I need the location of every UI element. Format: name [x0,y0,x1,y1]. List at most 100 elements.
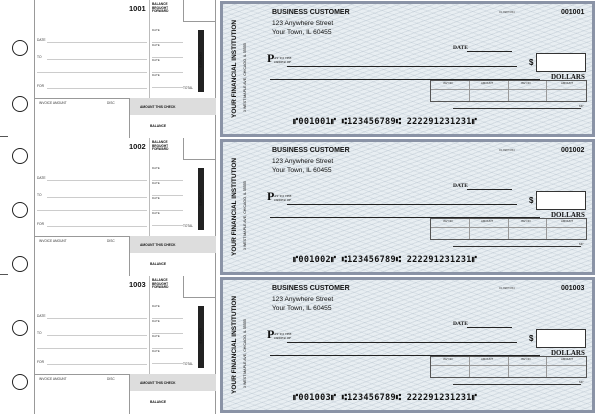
amount-this-check-box[interactable] [129,236,216,253]
customer-city: Your Town, IL 60455 [272,305,332,312]
customer-street: 123 Anywhere Street [272,158,334,165]
amount-header: AMOUNT [561,219,574,223]
perforation-mark [0,136,8,137]
amount-this-check-box[interactable] [129,374,216,391]
balance-brought-forward-label: BALANCE BROUGHT FORWARD [152,2,169,14]
stub-to-line[interactable] [47,197,147,198]
check-set-3: 1003 BALANCE BROUGHT FORWARD DATE TO FOR… [0,276,600,414]
balance-brought-forward-box[interactable] [183,138,216,160]
check-body: YOUR FINANCIAL INSTITUTION 3 WEST MAPLE … [220,277,595,413]
amount-words-line[interactable] [270,79,540,80]
stub-invoice-row: INVOICE AMOUNT DISC [35,374,215,391]
amount-header: AMOUNT [481,357,494,361]
pay-label: P [267,327,275,341]
stub-right-row[interactable]: DATE [152,28,183,43]
stub-for-line[interactable] [47,226,147,227]
inv-no-header: INV NO [521,81,531,85]
stub-check-number: 1003 [129,280,146,289]
invoice-table: INV NO AMOUNT INV NO AMOUNT [430,80,587,102]
date-line[interactable] [467,189,512,190]
customer-city: Your Town, IL 60455 [272,167,332,174]
stub-date-label: DATE [152,304,160,308]
stub-invoice-row: INVOICE AMOUNT DISC [35,98,215,115]
amount-words-line[interactable] [270,217,540,218]
stub-divider [149,0,150,98]
table-divider [546,357,547,377]
stub-divider [149,138,150,236]
stub-date-line[interactable] [47,318,147,319]
deposits-label: DEPOSITS [198,190,203,206]
balance-brought-forward-box[interactable] [183,276,216,298]
signature-line[interactable] [453,384,581,385]
amount-box[interactable] [536,53,586,72]
check-body: YOUR FINANCIAL INSTITUTION 3 WEST MAPLE … [220,1,595,137]
amount-words-line[interactable] [270,355,540,356]
binder-hole [12,148,28,164]
stub-for-line[interactable] [47,88,147,89]
stub-for-line[interactable] [47,364,147,365]
stub-date-label: DATE [37,38,46,42]
stub-divider [149,276,150,374]
bank-address: 3 WEST MAPLE AVE, CHICAGO, IL 55555 [243,43,247,112]
customer-name: BUSINESS CUSTOMER [272,147,350,154]
stub-right-row[interactable]: DATE [152,304,183,319]
date-label: DATE [453,321,468,327]
bank-address: 3 WEST MAPLE AVE, CHICAGO, IL 55555 [243,319,247,388]
routing-fraction: 01-9987/054 [499,148,515,152]
date-line[interactable] [467,327,512,328]
customer-address: 123 Anywhere Street Your Town, IL 60455 [272,157,333,175]
stub-date-label: DATE [152,319,160,323]
stub-date-line[interactable] [47,180,147,181]
stub-for-label: FOR [37,84,44,88]
stub-right-row[interactable]: DATE [152,166,183,181]
routing-fraction: 01-9987/054 [499,10,515,14]
stub-to-line[interactable] [47,59,147,60]
check-number: 001002 [561,147,585,154]
payee-line[interactable] [287,204,517,205]
dollar-sign: $ [529,196,534,205]
table-divider [546,81,547,101]
stub-date-label: DATE [152,211,160,215]
pay-label: P [267,189,275,203]
stub-memo-line[interactable] [37,348,147,349]
pay-to-order-label: AY TO THE ORDER OF [274,56,292,65]
balance-brought-forward-box[interactable] [183,0,216,22]
stub-right-row[interactable]: DATE [152,349,183,364]
stub-right-row[interactable]: DATE [152,211,183,226]
amount-this-check-box[interactable] [129,98,216,115]
stub-right-row[interactable]: DATE [152,196,183,211]
stub-right-row[interactable]: DATE [152,43,183,58]
pay-label: P [267,51,275,65]
stub-right-row[interactable]: DATE [152,73,183,88]
payee-line[interactable] [287,66,517,67]
stub-to-line[interactable] [47,335,147,336]
amount-box[interactable] [536,191,586,210]
table-divider [508,219,509,239]
stub-memo-line[interactable] [37,210,147,211]
amount-this-check-label: AMOUNT THIS CHECK [140,381,176,385]
amount-this-check-label: AMOUNT THIS CHECK [140,105,176,109]
stub-date-line[interactable] [47,42,147,43]
customer-address: 123 Anywhere Street Your Town, IL 60455 [272,19,333,37]
amount-this-check-label: AMOUNT THIS CHECK [140,243,176,247]
stub-right-row[interactable]: DATE [152,319,183,334]
stub-right-row[interactable]: DATE [152,334,183,349]
customer-city: Your Town, IL 60455 [272,29,332,36]
stub-right-row[interactable]: DATE [152,58,183,73]
stub-memo-line[interactable] [37,72,147,73]
stub-for-label: FOR [37,222,44,226]
signature-line[interactable] [453,108,581,109]
invoice-table: INV NO AMOUNT INV NO AMOUNT [430,356,587,378]
stub-right-row[interactable]: DATE [152,181,183,196]
stub-date-label: DATE [152,43,160,47]
routing-fraction: 01-9987/054 [499,286,515,290]
inv-no-header: INV NO [521,219,531,223]
table-divider [508,81,509,101]
customer-name: BUSINESS CUSTOMER [272,285,350,292]
check-stub: 1002 BALANCE BROUGHT FORWARD DATE TO FOR… [34,138,216,276]
amount-box[interactable] [536,329,586,348]
payee-line[interactable] [287,342,517,343]
date-line[interactable] [467,51,512,52]
pay-to-order-label: AY TO THE ORDER OF [274,194,292,203]
signature-line[interactable] [453,246,581,247]
